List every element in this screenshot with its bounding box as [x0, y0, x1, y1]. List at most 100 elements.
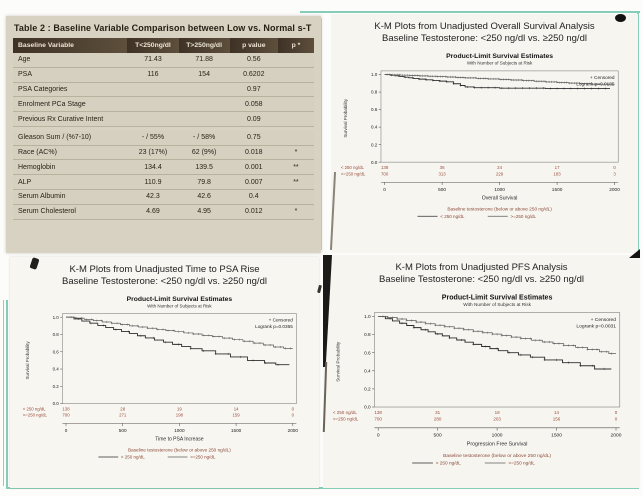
- at-risk-count: 700: [62, 412, 70, 417]
- footer-series-high-label: >=250 ng/dL: [508, 460, 535, 465]
- km-psa-title: K-M Plots from Unadjusted Time to PSA Ri…: [10, 264, 319, 289]
- y-axis: 1.0 0.8 0.6 0.4 0.2 0.0: [364, 314, 374, 409]
- at-risk-count: 183: [553, 171, 561, 176]
- at-risk-count: 0: [614, 416, 617, 421]
- p-value-cell: 0.56: [229, 53, 278, 68]
- svg-text:0: 0: [64, 428, 67, 433]
- footer-legend-title: Baseline testosterone (below or above 25…: [447, 206, 552, 212]
- footer-legend-series: < 250 ng/dL >=250 ng/dL: [97, 454, 215, 459]
- low-t-value-cell: [127, 96, 179, 113]
- svg-text:1500: 1500: [230, 428, 241, 433]
- footer-legend-series: < 250 ng/dL >=250 ng/dL: [411, 460, 535, 465]
- svg-text:0.4: 0.4: [52, 366, 59, 371]
- at-risk-count: 271: [119, 412, 127, 417]
- table-row: Gleason Sum / (%7-10) - / 55% - / 58% 0.75: [13, 130, 314, 146]
- x-axis-label: Overall Survival: [481, 195, 517, 201]
- significance-cell: [277, 82, 314, 98]
- table-row: Previous Rx Curative Intent 0.09: [13, 111, 314, 127]
- at-risk-row-label: >=250 ng/dL: [332, 416, 358, 421]
- censor-marks: [388, 317, 605, 370]
- plot-subtitle: With Number of Subjects at Risk: [147, 303, 212, 308]
- y-axis-label: Survival Probability: [335, 341, 340, 382]
- p-value-cell: 0.058: [229, 96, 278, 113]
- footer-series-low-label: < 250 ng/dL: [440, 213, 465, 218]
- high-t-value-cell: 139.5: [178, 159, 230, 176]
- variable-cell: Race (AC%): [13, 145, 128, 161]
- plot-title: Product-Limit Survival Estimates: [441, 294, 552, 301]
- km-psa-title-line2: Baseline Testosterone: <250 ng/dl vs. ≥2…: [62, 276, 267, 288]
- svg-text:0: 0: [383, 187, 386, 193]
- p-value-cell: 0.09: [229, 111, 278, 127]
- y-axis-label: Survival Probability: [343, 98, 348, 137]
- svg-text:0.4: 0.4: [364, 368, 371, 373]
- high-t-value-cell: 4.95: [178, 204, 230, 220]
- plot-subtitle: With Number of Subjects at Risk: [463, 302, 531, 307]
- col-header-baseline-variable: Baseline Variable: [13, 38, 128, 53]
- svg-text:500: 500: [433, 432, 441, 438]
- at-risk-count: 159: [232, 412, 240, 417]
- svg-text:0.0: 0.0: [52, 401, 59, 406]
- high-t-value-cell: [178, 96, 230, 113]
- table-row: Serum Cholesterol 4.69 4.95 0.012 *: [13, 204, 314, 220]
- at-risk-row-label: < 250 ng/dL: [340, 165, 364, 170]
- svg-text:0.8: 0.8: [52, 332, 59, 337]
- at-risk-table: < 250 ng/dL 138 28 19 14 0 >=250 ng/dL 700 271 19…: [22, 406, 294, 417]
- page-edge-shadow-left: [3, 300, 4, 486]
- low-t-value-cell: 23 (17%): [127, 145, 179, 161]
- censor-marks: [385, 73, 613, 85]
- svg-text:2000: 2000: [609, 187, 620, 193]
- slide-border-right: [637, 11, 639, 487]
- significance-cell: *: [277, 204, 314, 220]
- y-axis: 1.0 0.8 0.6 0.4 0.2 0.0: [52, 315, 62, 406]
- svg-text:1500: 1500: [551, 187, 562, 193]
- significance-cell: *: [277, 145, 314, 161]
- at-risk-count: 0: [291, 406, 294, 411]
- table-row: Hemoglobin 134.4 139.5 0.001 **: [13, 159, 314, 176]
- variable-cell: Previous Rx Curative Intent: [13, 111, 128, 127]
- footer-legend-series: < 250 ng/dL >=250 ng/dL: [416, 213, 536, 218]
- table-row: Enrolment PCa Stage 0.058: [13, 96, 314, 113]
- at-risk-count: 700: [374, 416, 382, 421]
- svg-text:1.0: 1.0: [371, 72, 378, 77]
- at-risk-count: 280: [433, 416, 441, 421]
- high-t-value-cell: 154: [178, 67, 230, 83]
- variable-cell: Serum Cholesterol: [13, 204, 128, 220]
- p-value-cell: 0.4: [229, 189, 278, 205]
- at-risk-count: 198: [175, 412, 183, 417]
- svg-text:500: 500: [118, 428, 126, 433]
- km-pfs-title: K-M Plots from Unadjusted PFS Analysis B…: [323, 262, 640, 287]
- censored-legend: + Censored: [589, 75, 614, 81]
- svg-text:2000: 2000: [287, 428, 298, 433]
- km-pfs-title-line2: Baseline Testosterone: <250 ng/dl vs. ≥2…: [379, 274, 584, 286]
- low-t-value-cell: 110.9: [127, 174, 179, 191]
- p-value-cell: 0.007: [229, 174, 278, 191]
- km-os-page: K-M Plots from Unadjusted Overall Surviv…: [331, 14, 638, 253]
- at-risk-count: 138: [62, 406, 70, 411]
- table-row: Race (AC%) 23 (17%) 62 (9%) 0.018 *: [13, 145, 314, 161]
- low-t-value-cell: 71.43: [127, 53, 179, 68]
- significance-cell: [277, 96, 314, 113]
- plot-subtitle: With Number of Subjects at Risk: [466, 60, 532, 65]
- svg-text:0.0: 0.0: [364, 404, 371, 409]
- high-t-value-cell: [178, 82, 230, 98]
- plot-frame: [380, 70, 618, 163]
- plot-title: Product-Limit Survival Estimates: [446, 53, 553, 60]
- svg-text:1.0: 1.0: [52, 315, 59, 320]
- variable-cell: ALP: [13, 174, 128, 191]
- km-curve: [377, 315, 611, 370]
- variable-cell: PSA Categories: [13, 82, 128, 98]
- km-psa-title-line1: K-M Plots from Unadjusted Time to PSA Ri…: [69, 264, 260, 275]
- variable-cell: Serum Albumin: [13, 189, 128, 205]
- table-title: Table 2 : Baseline Variable Comparison b…: [14, 23, 312, 33]
- low-t-value-cell: 134.4: [127, 159, 179, 176]
- at-risk-row-label: >=250 ng/dL: [22, 412, 47, 417]
- baseline-table: Baseline Variable T<250ng/dl T>250ng/dl …: [13, 38, 314, 220]
- page-edge-shadow: [321, 18, 322, 250]
- baseline-table-page: Table 2 : Baseline Variable Comparison b…: [6, 16, 321, 253]
- slide-border-bottom: [6, 487, 639, 489]
- high-t-value-cell: 79.8: [178, 174, 230, 191]
- series-below-250: [65, 316, 289, 366]
- censor-marks: [76, 317, 279, 366]
